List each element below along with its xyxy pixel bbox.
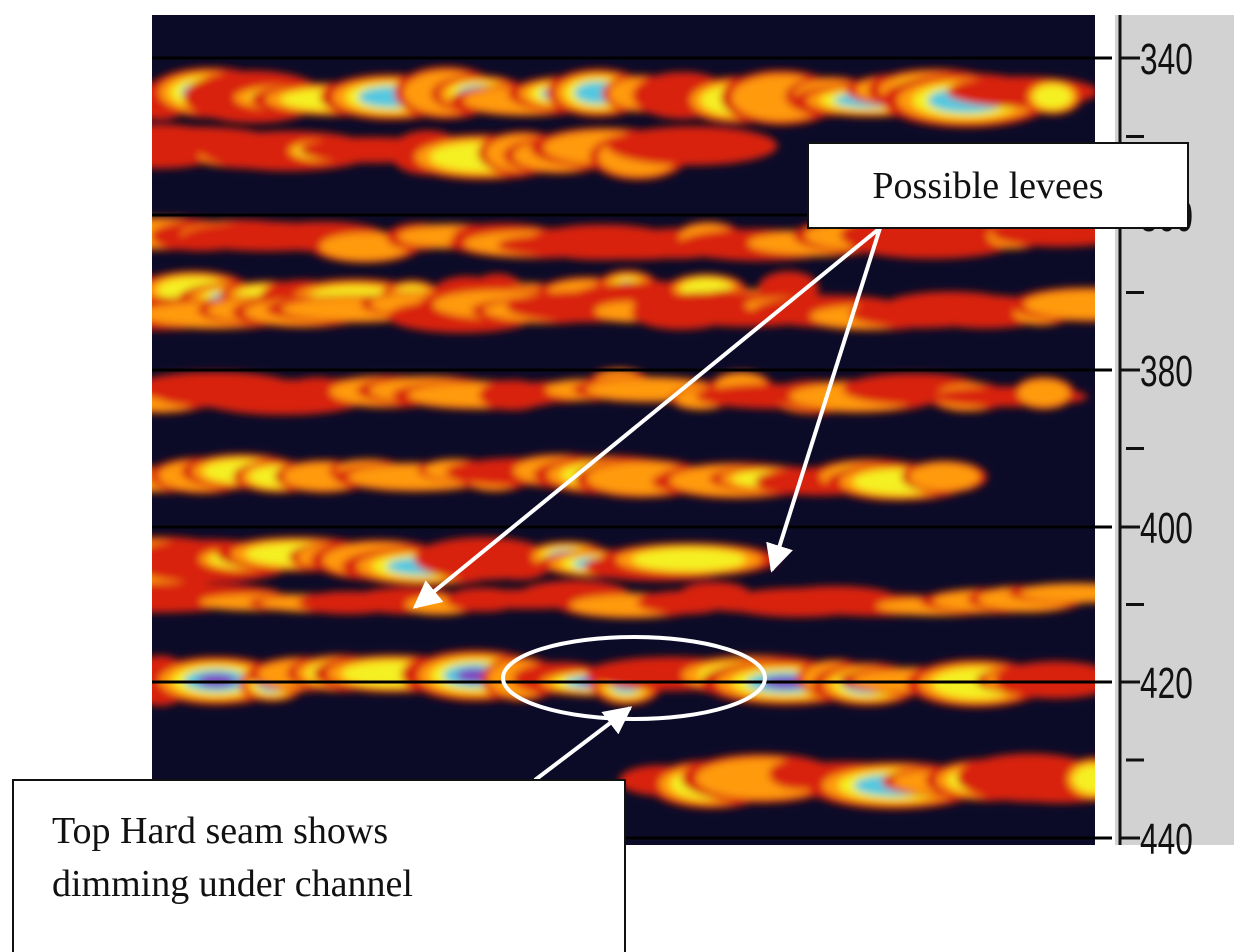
amplitude-blob [1024,290,1095,319]
amplitude-blob [632,548,747,571]
amplitude-blob [607,126,778,166]
seismic-amplitude [152,66,1095,810]
amplitude-blob [1020,584,1095,602]
scale-label: 380 [1140,347,1193,396]
levees-label: Possible levees [872,165,1103,207]
amplitude-blob [1033,84,1072,109]
seam-label: Top Hard seam shows [52,810,388,852]
amplitude-blob [908,463,980,491]
amplitude-blob [1073,765,1095,794]
amplitude-blob [994,661,1095,699]
scale-panel [1115,15,1234,845]
scale-label: 420 [1140,659,1193,708]
channel-ellipse [501,635,767,721]
scale-label: 440 [1140,815,1193,864]
seam-label: dimming under channel [52,863,413,905]
arrow [533,706,633,782]
scale-label: 400 [1140,504,1193,553]
scale-gap [1095,15,1115,845]
scale-label: 340 [1140,35,1193,84]
amplitude-blob [1017,379,1070,407]
arrow [412,226,882,609]
levees-box [807,142,1189,229]
depth-scale: 340360380400420440 [1120,35,1193,864]
seam-box [12,779,626,952]
arrow [766,227,882,573]
